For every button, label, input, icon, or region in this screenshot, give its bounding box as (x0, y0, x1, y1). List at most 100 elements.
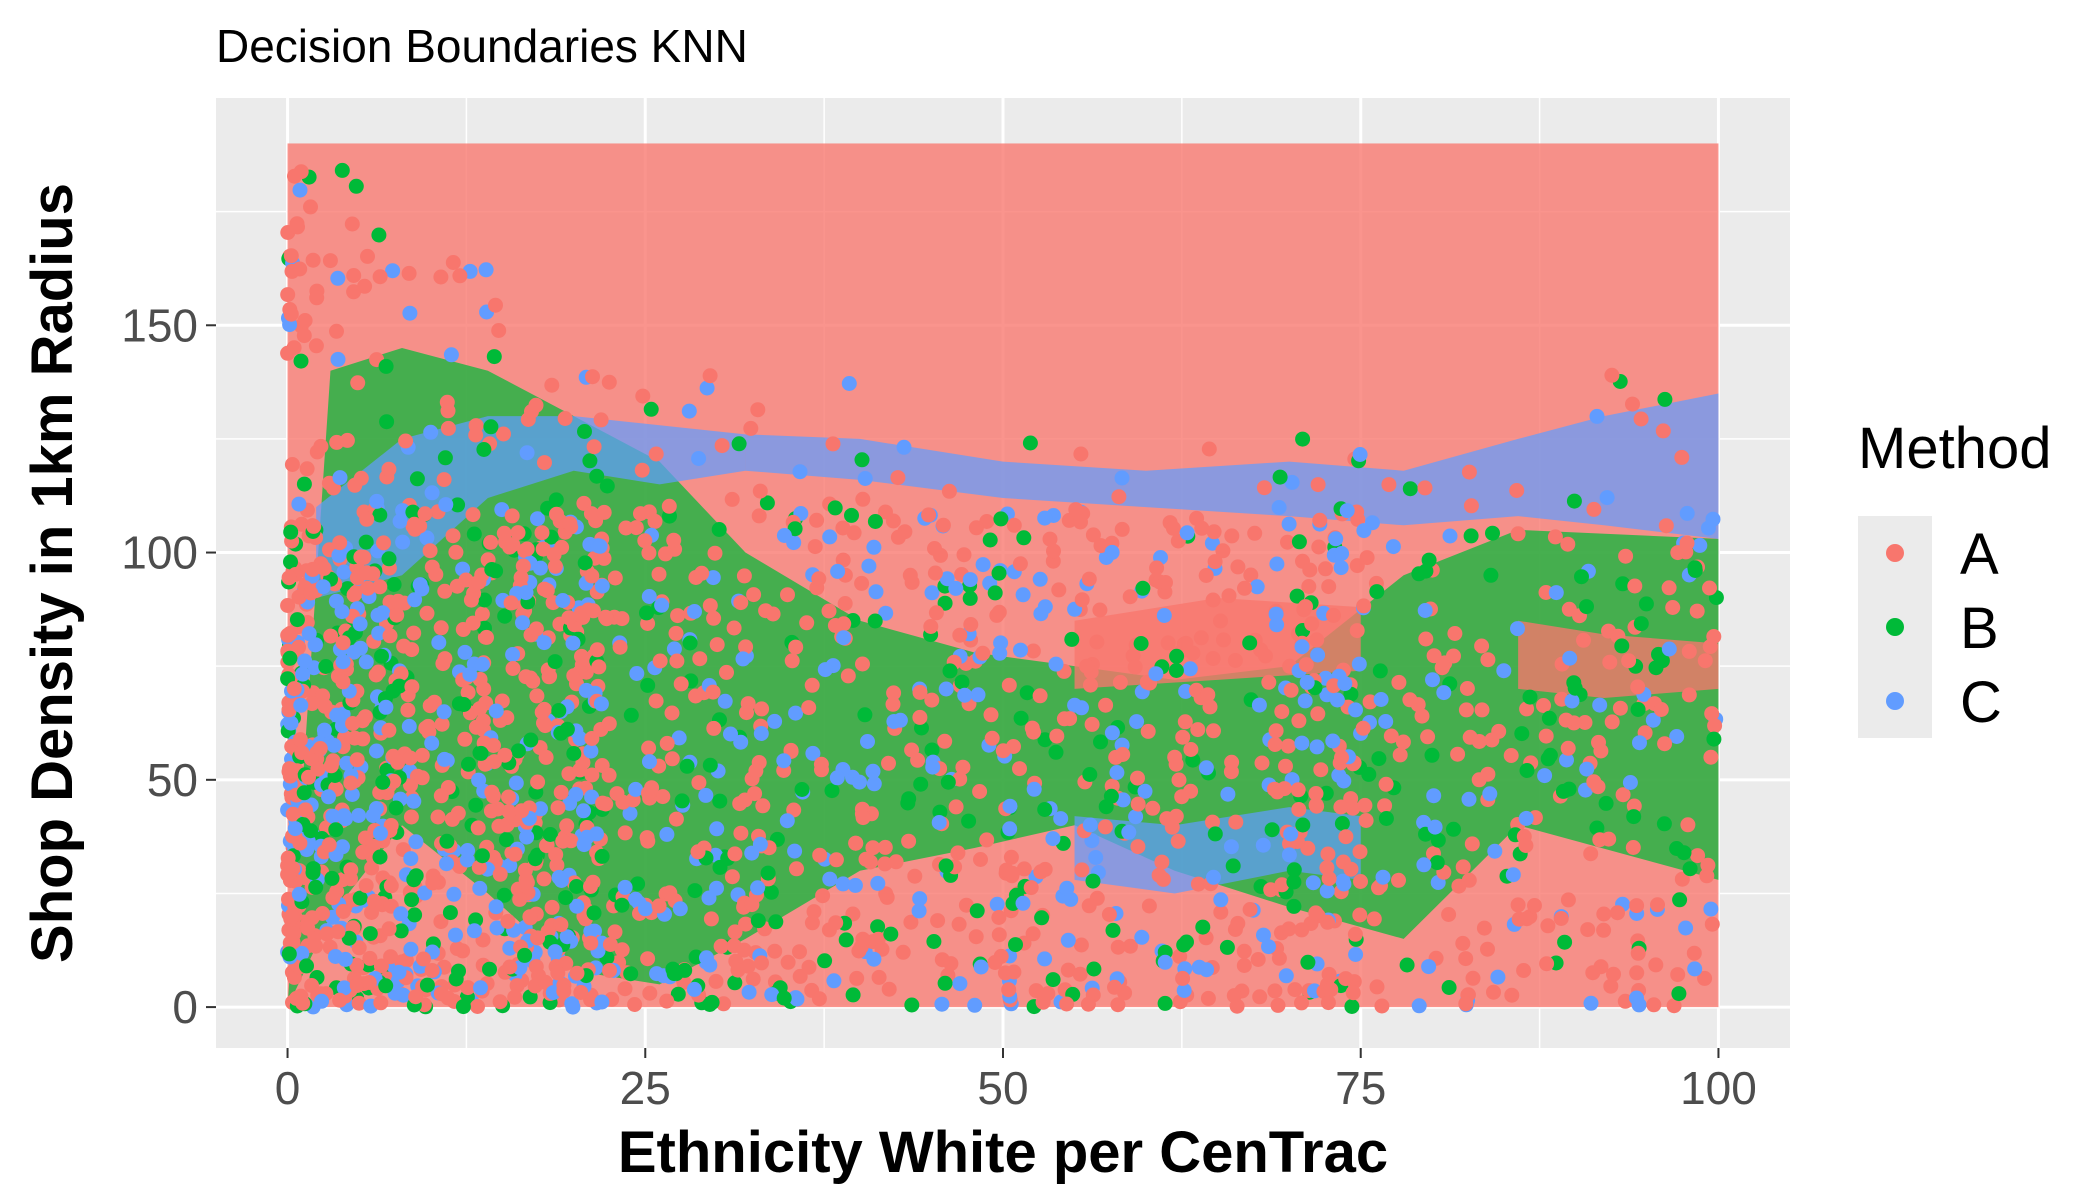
data-point-C (1198, 760, 1214, 776)
data-point-A (537, 455, 552, 471)
data-point-C (805, 745, 821, 761)
data-point-C (533, 801, 548, 817)
data-point-A (1301, 579, 1317, 594)
data-point-B (1514, 726, 1530, 742)
data-point-A (561, 610, 577, 626)
legend-label-A: A (1960, 522, 1999, 587)
data-point-A (349, 752, 365, 768)
data-point-B (1286, 874, 1302, 890)
data-point-B (1037, 802, 1053, 817)
data-point-A (359, 511, 375, 527)
data-point-A (292, 732, 308, 748)
data-point-C (291, 886, 307, 902)
data-point-A (1254, 755, 1270, 771)
data-point-B (393, 923, 409, 939)
data-point-B (1135, 580, 1151, 596)
data-point-C (1294, 735, 1310, 751)
data-point-A (1183, 742, 1199, 757)
data-point-A (811, 991, 827, 1007)
data-point-A (1228, 814, 1244, 830)
data-point-C (868, 584, 884, 600)
data-point-B (1656, 816, 1672, 832)
data-point-A (1414, 708, 1430, 724)
data-point-A (714, 438, 730, 454)
data-point-A (1621, 653, 1637, 669)
data-point-A (736, 942, 752, 958)
data-point-B (1169, 648, 1185, 664)
data-point-C (776, 528, 792, 543)
data-point-A (1250, 952, 1266, 967)
data-point-C (1223, 839, 1239, 855)
data-point-A (458, 572, 474, 588)
data-point-A (591, 659, 607, 675)
data-point-C (1356, 523, 1372, 539)
data-point-A (1175, 729, 1191, 745)
data-point-A (1261, 674, 1277, 690)
data-point-A (406, 516, 422, 532)
data-point-A (692, 651, 708, 667)
data-point-A (319, 926, 335, 942)
data-point-A (1205, 592, 1221, 608)
data-point-A (585, 369, 600, 385)
data-point-A (471, 574, 487, 590)
data-point-A (414, 770, 430, 786)
data-point-B (1048, 744, 1064, 760)
data-point-A (1626, 798, 1642, 814)
data-point-A (664, 751, 680, 767)
data-point-A (362, 950, 378, 966)
data-point-A (1049, 728, 1065, 744)
data-point-B (1016, 530, 1032, 546)
data-point-A (1653, 702, 1669, 717)
data-point-B (817, 953, 833, 969)
data-point-C (1351, 656, 1367, 672)
data-point-A (1476, 920, 1492, 936)
data-point-A (855, 931, 871, 947)
data-point-A (283, 306, 299, 322)
data-point-A (316, 560, 332, 576)
data-point-B (569, 879, 584, 894)
data-point-C (431, 635, 447, 650)
legend-key-C (1886, 692, 1904, 710)
data-point-A (927, 565, 943, 581)
data-point-C (301, 626, 317, 642)
data-point-C (424, 485, 440, 501)
data-point-C (857, 471, 873, 486)
data-point-B (582, 453, 598, 469)
data-point-B (702, 997, 718, 1012)
data-point-B (682, 635, 698, 651)
data-point-A (1243, 567, 1259, 583)
data-point-C (924, 585, 940, 601)
data-point-A (550, 800, 566, 816)
data-point-C (1109, 765, 1125, 780)
data-point-A (855, 810, 871, 826)
data-point-A (325, 890, 341, 906)
data-point-A (1207, 554, 1223, 570)
data-point-A (1402, 692, 1418, 708)
data-point-A (1165, 520, 1181, 536)
legend-key-A (1886, 544, 1904, 562)
data-point-A (690, 844, 706, 860)
data-point-B (1034, 910, 1050, 926)
data-point-A (968, 929, 984, 945)
data-point-C (1442, 528, 1458, 544)
data-point-C (787, 843, 803, 859)
data-point-C (536, 635, 552, 651)
data-point-A (1028, 983, 1044, 999)
data-point-A (419, 605, 435, 621)
data-point-A (668, 625, 684, 641)
data-point-C (373, 825, 388, 841)
data-point-A (1122, 589, 1138, 605)
data-point-A (583, 506, 599, 522)
data-point-A (448, 544, 464, 560)
data-point-A (673, 676, 689, 692)
data-point-A (799, 615, 815, 631)
data-point-B (1037, 732, 1053, 748)
data-point-A (1377, 798, 1393, 814)
data-point-C (402, 305, 418, 321)
data-point-A (561, 766, 577, 782)
data-point-A (724, 491, 740, 507)
data-point-A (1674, 449, 1690, 465)
data-point-A (1247, 525, 1263, 541)
data-point-A (659, 993, 675, 1009)
data-point-A (912, 684, 928, 700)
